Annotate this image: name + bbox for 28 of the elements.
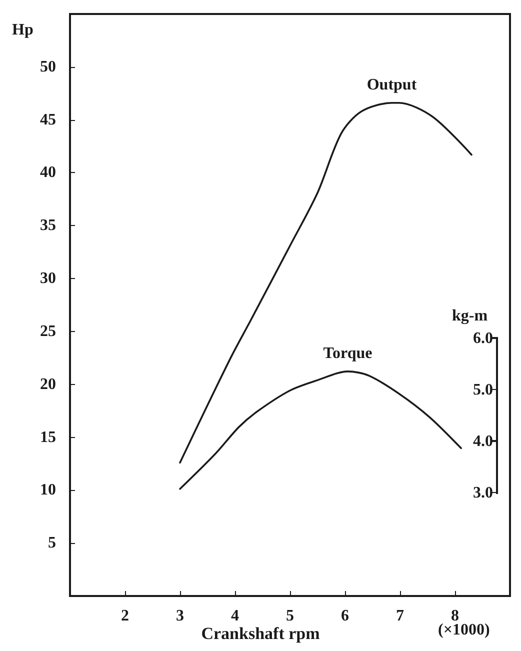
y-tick-label: 45 [40,111,56,128]
text: (×1000) [438,622,490,638]
series-label: Output [366,76,418,94]
x-tick-label: 8 [451,608,459,624]
y2-tick-label: 3.0 [473,484,493,502]
line-series [179,370,462,490]
y-tick-label: 10 [40,482,56,499]
y-tick-label: 25 [40,322,56,340]
y-tick-label: 30 [40,270,56,288]
y-tick-label: 15 [40,428,56,446]
y-tick-label: 50 [40,58,56,76]
y2-tick-label: 4.0 [473,432,493,450]
y-tick-label: 35 [40,217,56,234]
y-tick-label: 5 [48,534,56,552]
x-tick-label: 2 [121,608,129,624]
x-tick-label: 6 [341,608,349,624]
x-tick-label: 7 [396,608,404,624]
x-tick-label: 3 [176,608,184,624]
y-tick-label: 20 [40,376,56,393]
y2-tick-label: 5.0 [473,381,493,398]
x-tick-label: 4 [231,608,239,624]
y-axis-title: Hp [12,22,34,38]
x-axis-title: Crankshaft rpm [201,624,320,643]
y-tick-label: 40 [40,164,56,182]
y2-tick-label: 6.0 [473,330,493,347]
y2-axis-title: kg-m [452,308,488,324]
x-tick-label: 5 [286,608,294,624]
series-label: Torque [323,344,372,362]
